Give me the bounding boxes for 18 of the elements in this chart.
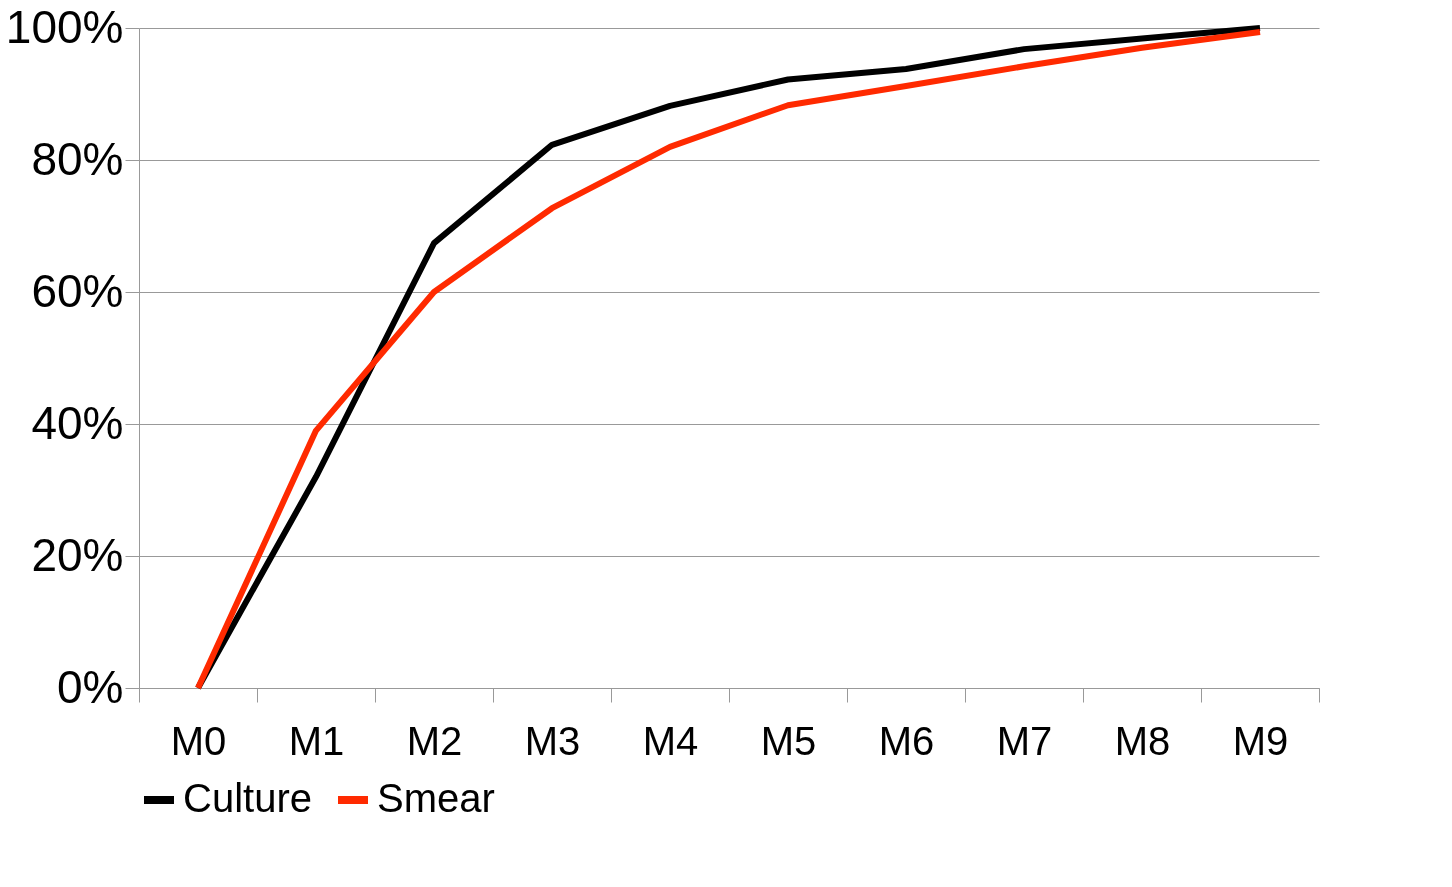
y-tick-label: 100% (5, 0, 124, 53)
x-tick-label: M2 (406, 718, 463, 763)
x-tick-label: M3 (524, 718, 581, 763)
legend-label: Smear (377, 776, 495, 820)
x-tick-label: M7 (996, 718, 1053, 763)
x-tick-label: M5 (760, 718, 817, 763)
y-tick-label: 60% (31, 264, 124, 317)
x-tick-label: M0 (170, 718, 227, 763)
x-tick-label: M8 (1114, 718, 1171, 763)
legend-label: Culture (183, 776, 312, 820)
y-tick-label: 40% (31, 396, 124, 449)
x-tick-label: M9 (1232, 718, 1289, 763)
x-tick-label: M4 (642, 718, 699, 763)
y-tick-label: 80% (31, 132, 124, 185)
y-tick-label: 20% (31, 528, 124, 581)
x-tick-label: M1 (288, 718, 345, 763)
y-tick-label: 0% (57, 660, 124, 713)
x-tick-label: M6 (878, 718, 935, 763)
